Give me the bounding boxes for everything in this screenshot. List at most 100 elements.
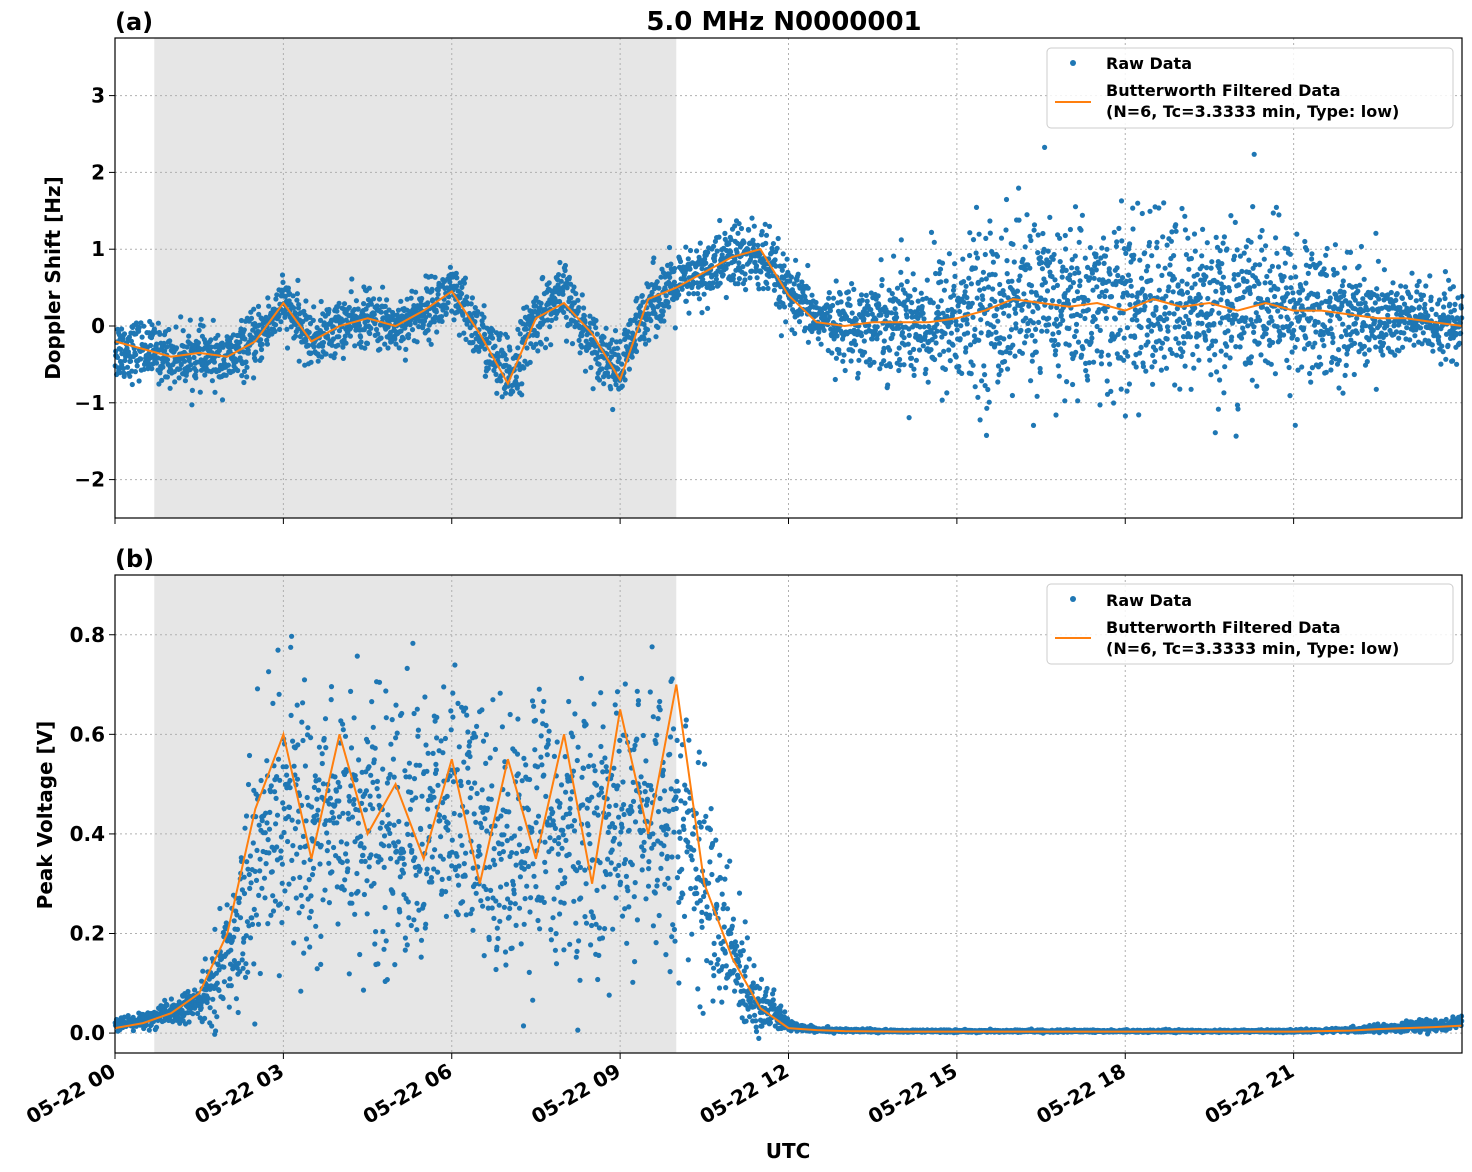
raw-data-point: [1188, 386, 1194, 392]
raw-data-point: [345, 866, 351, 872]
raw-data-point: [938, 279, 944, 285]
raw-data-point: [1207, 357, 1213, 363]
raw-data-point: [209, 378, 215, 384]
raw-data-point: [1138, 324, 1144, 331]
raw-data-point: [189, 402, 195, 408]
raw-data-point: [615, 366, 621, 372]
raw-data-point: [1216, 310, 1222, 316]
raw-data-point: [187, 367, 193, 373]
raw-data-point: [1336, 357, 1342, 363]
raw-data-point: [775, 235, 781, 242]
raw-data-point: [246, 752, 253, 759]
raw-data-point: [287, 785, 293, 791]
raw-data-point: [533, 303, 539, 309]
raw-data-point: [454, 275, 460, 281]
raw-data-point: [953, 354, 959, 360]
raw-data-point: [1393, 329, 1399, 335]
raw-data-point: [498, 378, 504, 384]
raw-data-point: [641, 321, 647, 327]
raw-data-point: [1203, 274, 1209, 280]
raw-data-point: [395, 922, 401, 928]
raw-data-point: [481, 303, 487, 309]
raw-data-point: [386, 843, 392, 849]
raw-data-point: [1416, 278, 1422, 284]
raw-data-point: [656, 285, 662, 291]
raw-data-point: [1144, 332, 1150, 338]
raw-data-point: [1152, 359, 1158, 365]
raw-data-point: [1411, 306, 1417, 312]
raw-data-point: [1212, 430, 1218, 436]
raw-data-point: [939, 397, 945, 403]
raw-data-point: [1067, 226, 1073, 233]
raw-data-point: [1399, 295, 1405, 301]
raw-data-point: [1129, 293, 1135, 299]
raw-data-point: [1051, 251, 1057, 258]
raw-data-point: [152, 329, 158, 335]
raw-data-point: [372, 941, 378, 947]
raw-data-point: [294, 291, 300, 297]
raw-data-point: [1070, 280, 1076, 286]
raw-data-point: [1179, 205, 1185, 212]
raw-data-point: [687, 247, 694, 254]
raw-data-point: [1115, 272, 1121, 279]
raw-data-point: [714, 248, 720, 254]
raw-data-point: [241, 379, 247, 386]
raw-data-point: [118, 346, 124, 352]
raw-data-point: [1429, 306, 1435, 312]
raw-data-point: [1153, 304, 1159, 310]
raw-data-point: [130, 1028, 136, 1034]
raw-data-point: [262, 895, 268, 901]
raw-data-point: [266, 303, 272, 309]
raw-data-point: [462, 275, 468, 281]
raw-data-point: [346, 304, 352, 311]
raw-data-point: [1030, 320, 1036, 326]
raw-data-point: [113, 348, 119, 354]
raw-data-point: [1019, 307, 1025, 313]
raw-data-point: [1107, 271, 1113, 277]
raw-data-point: [176, 375, 182, 381]
raw-data-point: [683, 244, 689, 250]
raw-data-point: [1308, 379, 1314, 385]
raw-data-point: [996, 340, 1003, 346]
raw-data-point: [759, 228, 765, 235]
raw-data-point: [1178, 353, 1184, 359]
raw-data-point: [781, 304, 788, 310]
raw-data-point: [1258, 352, 1264, 358]
raw-data-point: [244, 364, 250, 370]
raw-data-point: [1136, 412, 1142, 418]
raw-data-point: [424, 768, 430, 774]
raw-data-point: [354, 653, 360, 659]
raw-data-point: [245, 781, 252, 788]
raw-data-point: [1442, 269, 1448, 275]
raw-data-point: [1161, 200, 1167, 206]
raw-data-point: [485, 365, 491, 372]
raw-data-point: [632, 342, 639, 348]
raw-data-point: [291, 305, 297, 311]
raw-data-point: [380, 284, 386, 290]
raw-data-point: [1146, 239, 1153, 246]
raw-data-point: [139, 334, 145, 340]
raw-data-point: [575, 297, 581, 303]
raw-data-point: [162, 348, 168, 354]
raw-data-point: [369, 699, 375, 705]
raw-data-point: [1328, 367, 1334, 373]
raw-data-point: [219, 397, 226, 403]
raw-data-point: [1171, 276, 1177, 282]
raw-data-point: [493, 371, 499, 377]
raw-data-point: [751, 241, 757, 248]
raw-data-point: [1318, 361, 1324, 367]
raw-data-point: [1087, 245, 1093, 251]
raw-data-point: [1034, 393, 1040, 399]
raw-data-point: [576, 305, 582, 311]
raw-data-point: [198, 316, 204, 322]
raw-data-point: [951, 283, 957, 289]
panel-b: 0.00.20.40.60.805-22 00 05-22 03 05-22 06 0…: [22, 545, 1465, 1163]
raw-data-point: [779, 267, 785, 273]
raw-data-point: [576, 337, 582, 343]
raw-data-point: [141, 366, 147, 372]
raw-data-point: [1357, 282, 1363, 288]
raw-data-point: [1124, 325, 1131, 331]
raw-data-point: [995, 363, 1002, 369]
raw-data-point: [1231, 253, 1238, 259]
raw-data-point: [1132, 334, 1138, 340]
